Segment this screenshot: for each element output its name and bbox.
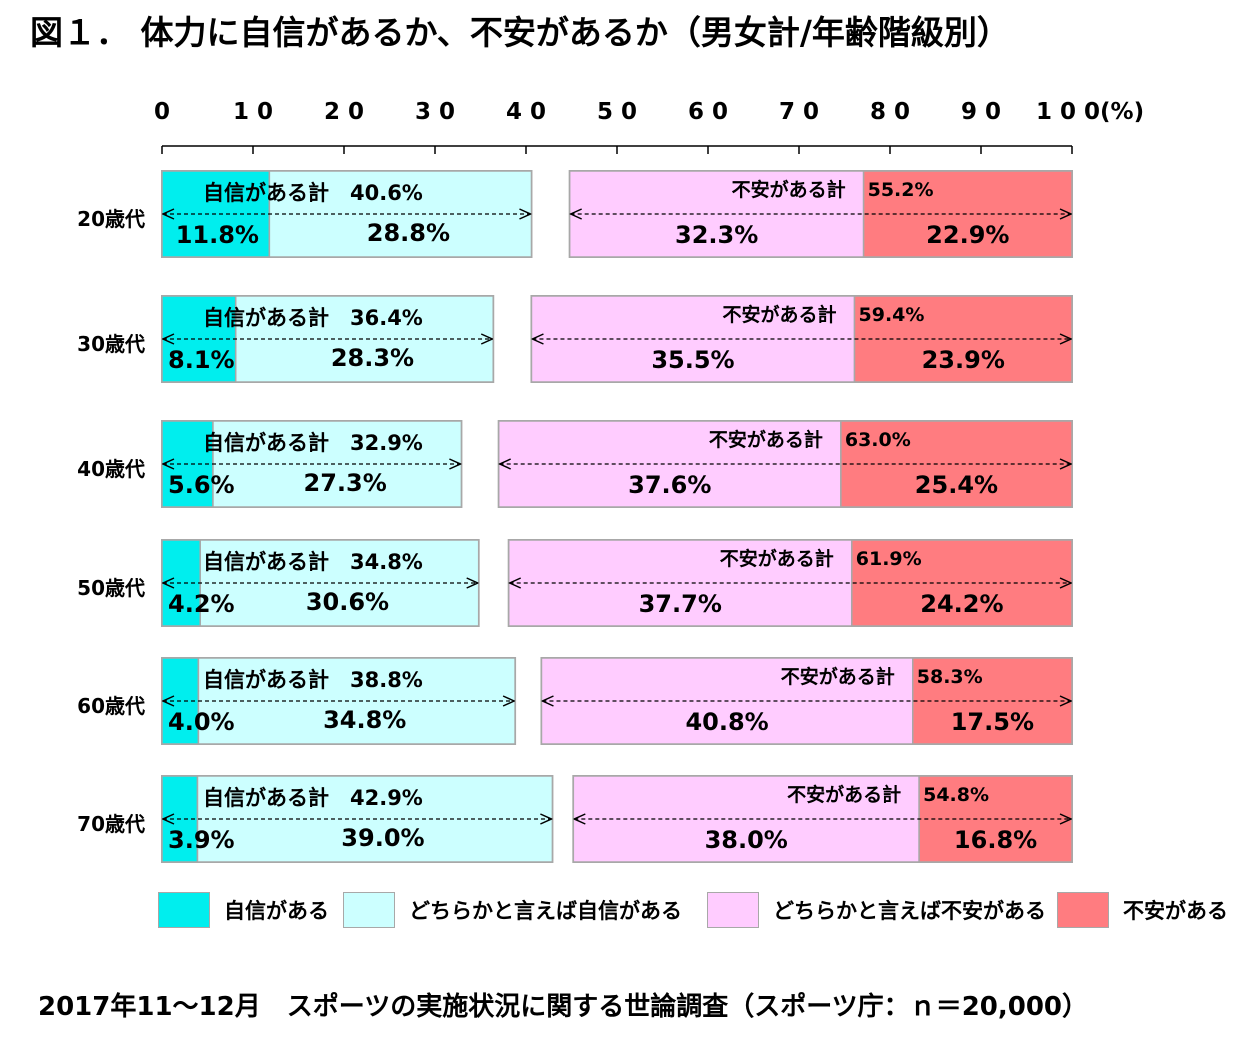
legend-swatch-dochiraka-fuan [707, 892, 759, 928]
data-label-jishin-aru: 4.0% [168, 708, 235, 736]
jishin-total-label: 自信がある計 36.4% [203, 306, 423, 330]
fuan-total-label: 不安がある計 [720, 547, 834, 570]
fuan-total-value: 54.8% [923, 784, 989, 806]
legend-swatch-dochiraka-jishin [343, 892, 395, 928]
fuan-total-value: 61.9% [856, 548, 922, 570]
x-axis-tick-label: 5 0 [597, 99, 637, 125]
legend-swatch-jishin-aru [158, 892, 210, 928]
category-label: 20歳代 [77, 207, 145, 231]
fuan-total-value: 55.2% [868, 179, 934, 201]
category-label: 40歳代 [77, 457, 145, 481]
data-label-jishin-aru: 4.2% [168, 590, 235, 618]
stacked-bar-chart: 0 1 0 2 0 3 0 4 0 5 0 6 0 7 0 8 0 9 0 1 0 0(%) 20歳… [77, 99, 1144, 863]
bar-row: 50歳代 自信がある計 34.8% 不安がある計 61.9% 4.2% 30.6% 37.7… [77, 539, 1073, 627]
source-note: 2017年11～12月 スポーツの実施状況に関する世論調査（スポーツ庁：ｎ＝20… [38, 992, 1089, 1022]
data-label-dochiraka-jishin: 27.3% [304, 469, 387, 497]
x-axis-tick-label: 8 0 [870, 99, 910, 125]
data-label-dochiraka-jishin: 30.6% [306, 588, 389, 616]
data-label-fuan-aru: 17.5% [951, 708, 1034, 736]
bar-row: 60歳代 自信がある計 38.8% 不安がある計 58.3% 4.0% 34.8% 40.8… [77, 657, 1073, 745]
data-label-dochiraka-fuan: 37.6% [628, 471, 711, 499]
data-label-jishin-aru: 5.6% [168, 471, 235, 499]
category-label: 50歳代 [77, 576, 145, 600]
fuan-total-label: 不安がある計 [709, 428, 823, 451]
data-label-dochiraka-fuan: 32.3% [675, 221, 758, 249]
data-label-jishin-aru: 11.8% [176, 221, 259, 249]
legend-item-fuan-aru: 不安がある [1057, 890, 1228, 930]
data-label-fuan-aru: 24.2% [920, 590, 1003, 618]
data-label-fuan-aru: 23.9% [922, 346, 1005, 374]
legend-item-dochiraka-fuan: どちらかと言えば不安がある [707, 890, 1046, 930]
x-axis-tick-label: 7 0 [779, 99, 819, 125]
x-axis-tick-label: 6 0 [688, 99, 728, 125]
jishin-total-label: 自信がある計 42.9% [203, 786, 423, 810]
legend-swatch-fuan-aru [1057, 892, 1109, 928]
fuan-total-label: 不安がある計 [732, 178, 846, 201]
data-label-jishin-aru: 8.1% [168, 346, 235, 374]
data-label-dochiraka-fuan: 40.8% [685, 708, 768, 736]
x-axis-tick-label: 2 0 [324, 99, 364, 125]
data-label-dochiraka-jishin: 28.8% [367, 219, 450, 247]
x-axis-tick-label: 9 0 [961, 99, 1001, 125]
legend-item-jishin-aru: 自信がある [158, 890, 329, 930]
category-label: 60歳代 [77, 694, 145, 718]
fuan-total-value: 63.0% [845, 429, 911, 451]
data-label-dochiraka-fuan: 37.7% [639, 590, 722, 618]
chart-title: 図１． 体力に自信があるか、不安があるか（男女計/年齢階級別） [30, 13, 1010, 52]
legend-label-dochiraka-jishin: どちらかと言えば自信がある [409, 899, 682, 923]
data-label-fuan-aru: 22.9% [926, 221, 1009, 249]
data-label-dochiraka-fuan: 38.0% [705, 826, 788, 854]
fuan-total-value: 58.3% [917, 666, 983, 688]
data-label-fuan-aru: 25.4% [915, 471, 998, 499]
jishin-total-label: 自信がある計 32.9% [203, 431, 423, 455]
fuan-total-label: 不安がある計 [722, 303, 836, 326]
x-axis-tick-label: 4 0 [506, 99, 546, 125]
x-axis: 0 1 0 2 0 3 0 4 0 5 0 6 0 7 0 8 0 9 0 1 0 0(%) [154, 99, 1144, 154]
data-label-dochiraka-jishin: 34.8% [323, 706, 406, 734]
bar-row: 40歳代 自信がある計 32.9% 不安がある計 63.0% 5.6% 27.3% 37.6… [77, 420, 1073, 508]
fuan-total-label: 不安がある計 [781, 665, 895, 688]
bar-row: 70歳代 自信がある計 42.9% 不安がある計 54.8% 3.9% 39.0% 38.0… [77, 775, 1073, 863]
data-label-dochiraka-jishin: 39.0% [341, 824, 424, 852]
x-axis-tick-label: 1 0 [233, 99, 273, 125]
bars: 20歳代 自信がある計 40.6% 不安がある計 55.2% 11.8% 28.8% 32.… [77, 170, 1073, 863]
jishin-total-label: 自信がある計 40.6% [203, 181, 423, 205]
legend-label-fuan-aru: 不安がある [1123, 899, 1228, 923]
data-label-jishin-aru: 3.9% [168, 826, 235, 854]
x-axis-tick-label: 0 [154, 99, 170, 125]
data-label-dochiraka-fuan: 35.5% [651, 346, 734, 374]
bar-row: 30歳代 自信がある計 36.4% 不安がある計 59.4% 8.1% 28.3% 35.5… [77, 295, 1073, 383]
data-label-fuan-aru: 16.8% [954, 826, 1037, 854]
data-label-dochiraka-jishin: 28.3% [331, 344, 414, 372]
legend-item-dochiraka-jishin: どちらかと言えば自信がある [343, 890, 682, 930]
jishin-total-label: 自信がある計 38.8% [203, 668, 423, 692]
category-label: 70歳代 [77, 812, 145, 836]
category-label: 30歳代 [77, 332, 145, 356]
legend-label-dochiraka-fuan: どちらかと言えば不安がある [773, 899, 1046, 923]
x-axis-tick-label: 1 0 0(%) [1036, 99, 1144, 125]
fuan-total-value: 59.4% [859, 304, 925, 326]
jishin-total-label: 自信がある計 34.8% [203, 550, 423, 574]
bar-row: 20歳代 自信がある計 40.6% 不安がある計 55.2% 11.8% 28.8% 32.… [77, 170, 1073, 258]
fuan-total-label: 不安がある計 [787, 783, 901, 806]
x-axis-tick-label: 3 0 [415, 99, 455, 125]
legend-label-jishin-aru: 自信がある [224, 899, 329, 923]
